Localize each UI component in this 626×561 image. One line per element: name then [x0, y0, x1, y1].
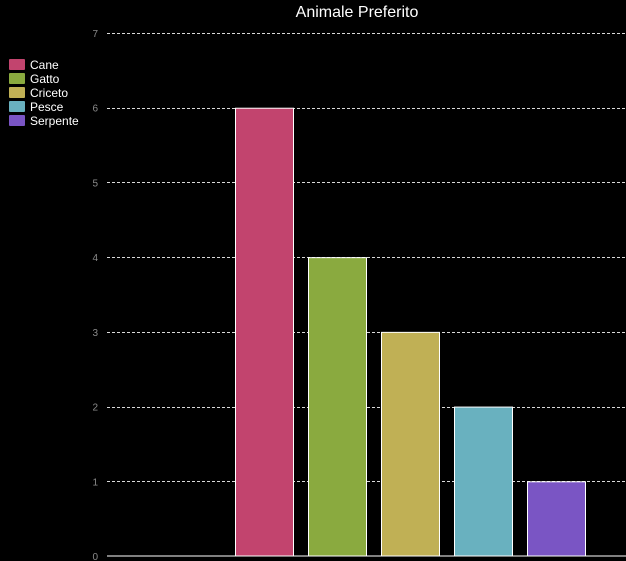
y-gridlines [107, 33, 626, 482]
legend-label: Pesce [30, 100, 64, 114]
bar-pesce[interactable] [454, 406, 513, 557]
legend-item-cane[interactable]: Cane [9, 58, 59, 72]
y-tick-label: 0 [92, 552, 98, 561]
bar-gatto[interactable] [308, 257, 367, 557]
legend-swatch [9, 115, 25, 126]
legend-label: Cane [30, 58, 59, 72]
bar-serpente[interactable] [527, 481, 586, 557]
legend-item-gatto[interactable]: Gatto [9, 72, 60, 86]
legend-swatch [9, 73, 25, 84]
y-axis-tick-labels: 0 1 2 3 4 5 6 7 [92, 29, 98, 561]
legend-label: Criceto [30, 86, 68, 100]
legend-label: Gatto [30, 72, 60, 86]
y-tick-label: 5 [92, 178, 98, 189]
legend-item-pesce[interactable]: Pesce [9, 100, 64, 114]
y-tick-label: 1 [92, 477, 98, 488]
legend-swatch [9, 87, 25, 98]
y-tick-label: 3 [92, 328, 98, 339]
y-tick-label: 7 [92, 29, 98, 40]
bars [235, 107, 586, 557]
legend-swatch [9, 101, 25, 112]
bar-cane[interactable] [235, 107, 294, 557]
legend-label: Serpente [30, 114, 79, 128]
y-tick-label: 6 [92, 104, 98, 115]
bar-criceto[interactable] [381, 331, 440, 557]
legend-swatch [9, 59, 25, 70]
legend-item-criceto[interactable]: Criceto [9, 86, 68, 100]
chart-title: Animale Preferito [296, 4, 419, 21]
legend-item-serpente[interactable]: Serpente [9, 114, 79, 128]
y-tick-label: 2 [92, 403, 98, 414]
y-tick-label: 4 [92, 253, 98, 264]
